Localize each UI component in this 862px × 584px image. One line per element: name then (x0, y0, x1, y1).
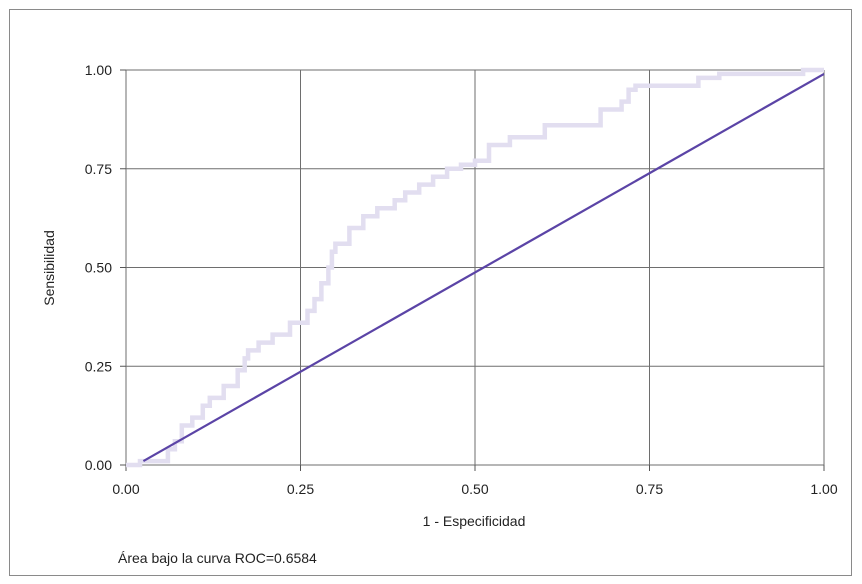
auc-annotation: Área bajo la curva ROC=0.6584 (118, 550, 317, 566)
y-axis-title: Sensibilidad (41, 230, 57, 306)
x-tick-label: 0.25 (287, 481, 314, 497)
axis-ticks: 0.00 0.25 0.50 0.75 1.00 0.00 0.25 0.50 0.75 1.00 (85, 62, 838, 497)
chart-frame (9, 9, 852, 576)
series-lines (126, 67, 825, 468)
reference-line (142, 72, 825, 463)
y-tick-label: 0.50 (85, 260, 112, 276)
x-tick-label: 0.75 (636, 481, 663, 497)
y-tick-label: 0.75 (85, 161, 112, 177)
y-tick-label: 0.25 (85, 358, 112, 374)
grid-lines (125, 69, 825, 466)
roc-curve-line (126, 67, 824, 468)
x-axis-title: 1 - Especificidad (423, 513, 526, 529)
x-tick-label: 0.50 (461, 481, 488, 497)
y-tick-label: 0.00 (85, 457, 112, 473)
x-tick-label: 0.00 (112, 481, 139, 497)
x-tick-label: 1.00 (810, 481, 837, 497)
y-tick-label: 1.00 (85, 62, 112, 78)
